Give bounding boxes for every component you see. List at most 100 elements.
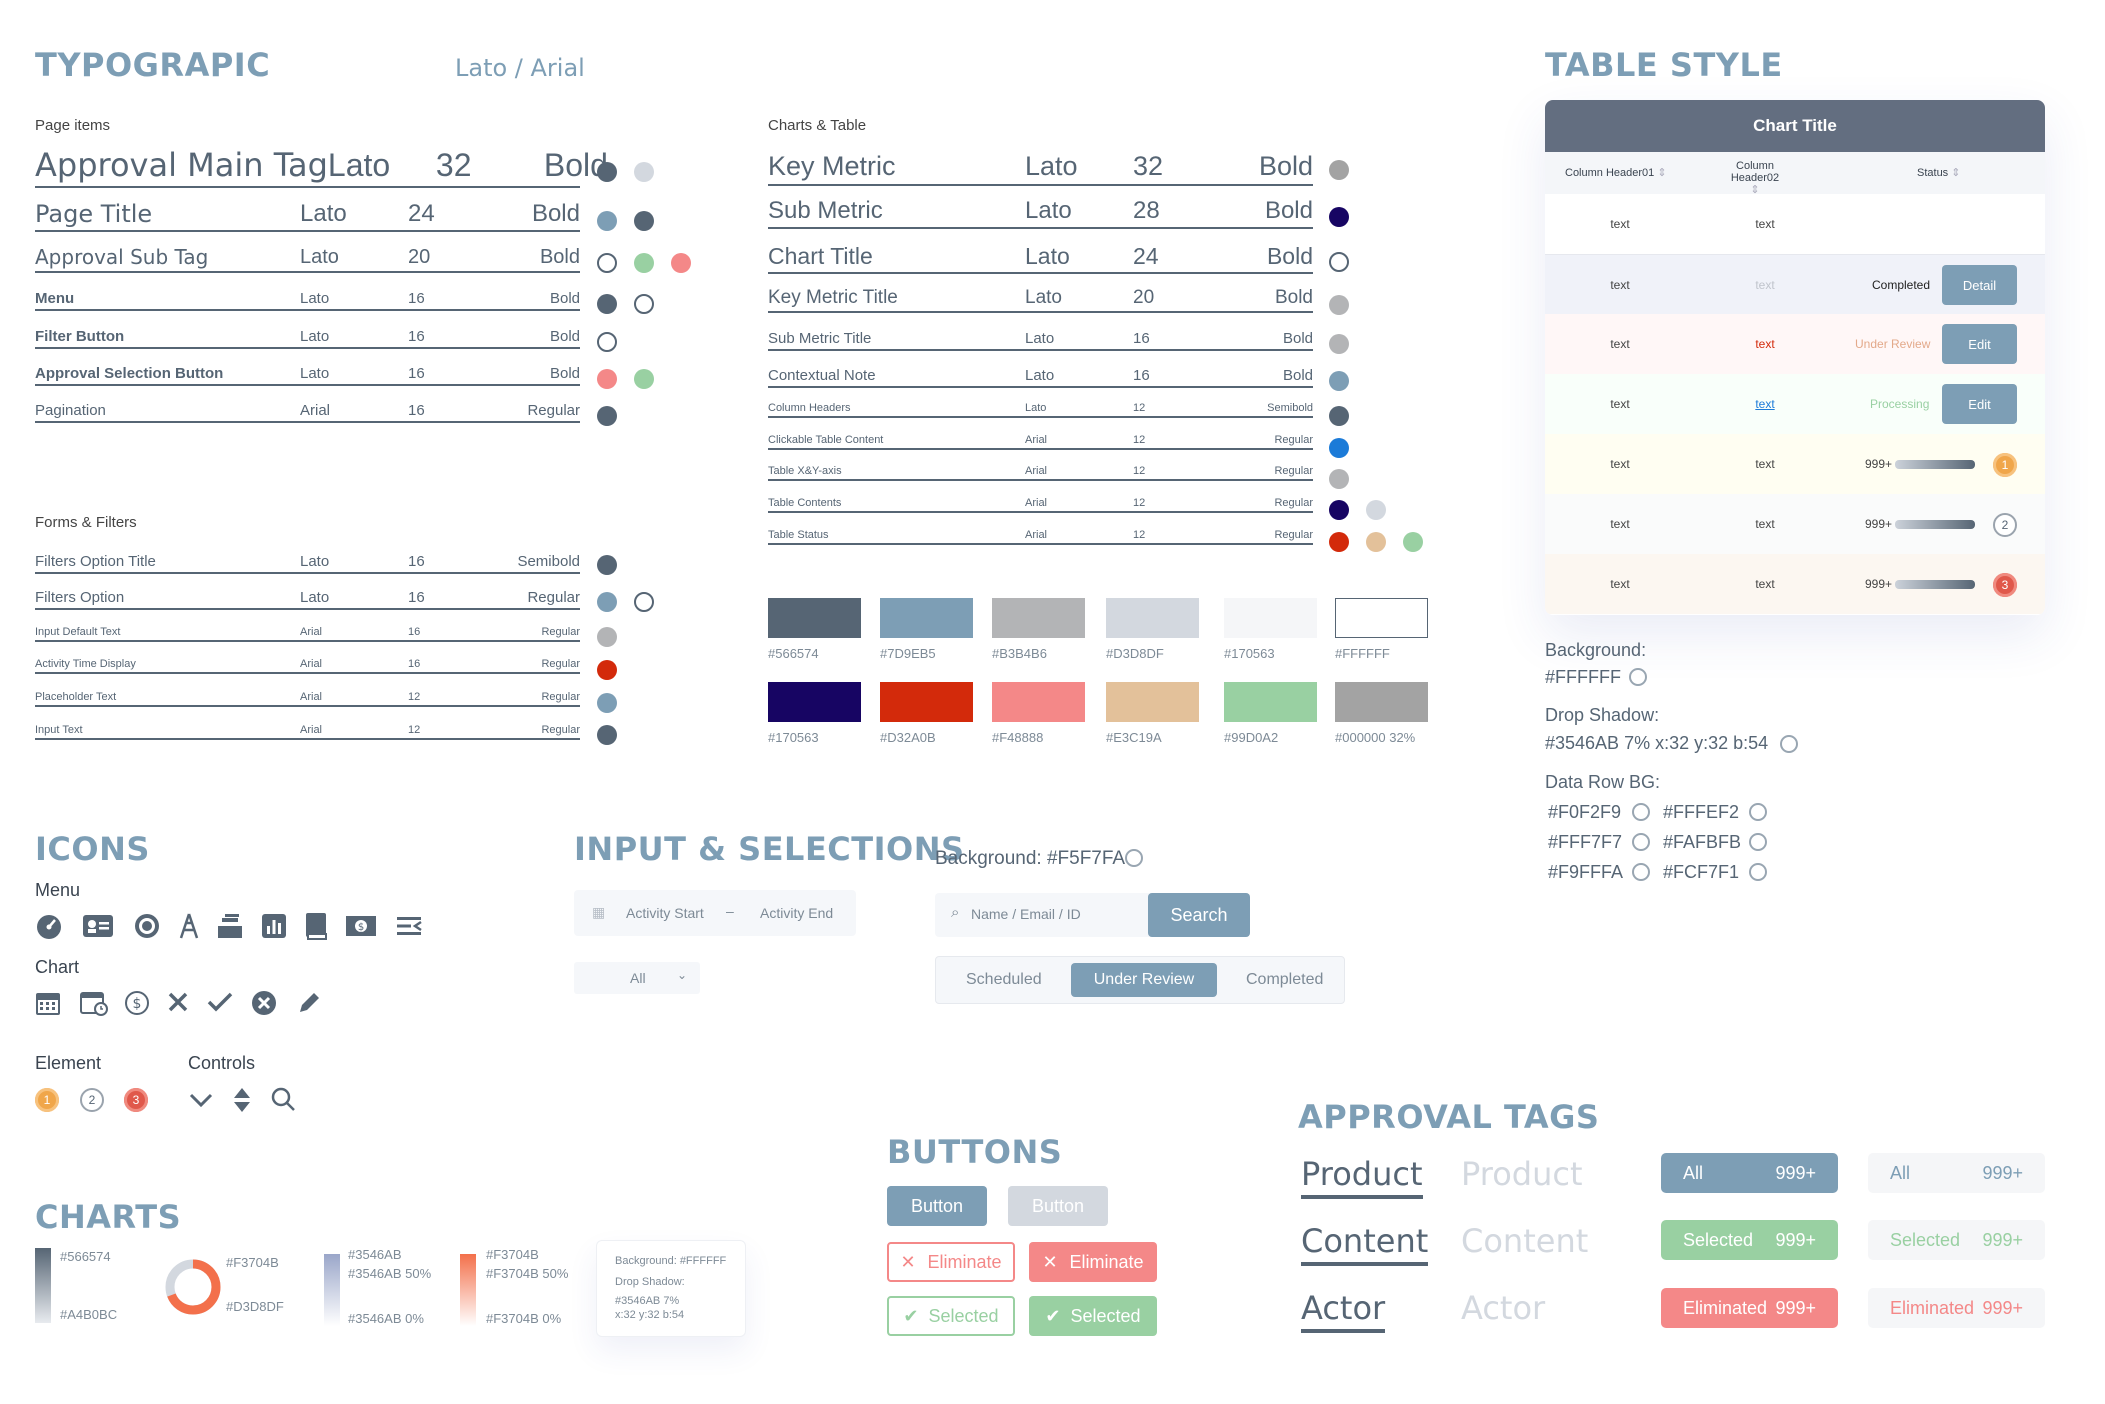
type-spec-row: Activity Time Display Arial 16 Regular (35, 652, 580, 674)
sort-icon[interactable] (232, 1086, 252, 1114)
bg-label: Background: (1545, 640, 1647, 660)
type-spec-row: Filters Option Title Lato 16 Semibold (35, 546, 580, 574)
selected-outline-button[interactable]: ✔ Selected (887, 1296, 1015, 1336)
input-bg-label: Background: #F5F7FA (935, 848, 1126, 869)
cancel-circle-icon[interactable] (251, 990, 277, 1016)
count-tag-selected[interactable]: Selected 999+ (1868, 1220, 2045, 1260)
count-tag-all[interactable]: All 999+ (1868, 1153, 2045, 1193)
count-tag-eliminated-active[interactable]: Eliminated 999+ (1661, 1288, 1838, 1328)
type-spec-font: Arial (1025, 465, 1048, 477)
check-icon[interactable] (206, 990, 234, 1014)
count-tag-eliminated[interactable]: Eliminated 999+ (1868, 1288, 2045, 1328)
search-input[interactable]: Name / Email / ID (971, 906, 1081, 922)
filter-select[interactable]: All ⌄ (574, 962, 700, 994)
type-spec-weight: Regular (541, 691, 580, 703)
type-spec-weight: Bold (549, 328, 580, 345)
tag-actor-active[interactable]: Actor (1301, 1289, 1386, 1333)
calendar-clock-icon[interactable] (80, 990, 108, 1016)
color-swatch (768, 598, 861, 638)
segment-under-review[interactable]: Under Review (1071, 963, 1217, 997)
calendar-icon: ▦ (592, 904, 606, 920)
bar-chart-icon[interactable] (261, 912, 287, 940)
type-spec-row: Pagination Arial 16 Regular (35, 397, 580, 423)
tag-product-active[interactable]: Product (1301, 1155, 1423, 1199)
column-header-2[interactable]: Column Header02 ⇕ (1730, 160, 1780, 196)
type-spec-size: 32 (1133, 151, 1164, 181)
edit-button[interactable]: Edit (1942, 384, 2017, 424)
type-spec-row: Table X&Y-axis Arial 12 Regular (768, 461, 1313, 481)
eliminate-filled-button[interactable]: ✕ Eliminate (1029, 1242, 1157, 1282)
edit-button[interactable]: Edit (1942, 324, 2017, 364)
selected-filled-button[interactable]: ✔ Selected (1029, 1296, 1157, 1336)
type-spec-size: 12 (1133, 529, 1146, 541)
bar-bottom-label: #A4B0BC (60, 1307, 118, 1322)
color-swatch-label: #170563 (1224, 646, 1275, 661)
type-spec-size: 16 (1133, 330, 1150, 347)
check-icon: ✔ (903, 1305, 919, 1326)
eliminate-outline-button[interactable]: ✕ Eliminate (887, 1242, 1015, 1282)
tag-content-inactive[interactable]: Content (1461, 1222, 1589, 1260)
forms-dot-6 (597, 725, 617, 745)
type-spec-weight: Bold (1282, 367, 1313, 384)
table-card: Chart Title Column Header01 ⇕ Column Hea… (1545, 100, 2045, 615)
type-spec-size: 16 (1133, 367, 1150, 384)
book-icon[interactable] (305, 912, 327, 940)
column-header-1[interactable]: Column Header01 ⇕ (1565, 167, 1667, 179)
search-button[interactable]: Search (1148, 893, 1250, 937)
type-spec-font: Arial (300, 724, 323, 736)
chart-dot-10 (1329, 500, 1386, 520)
color-swatch (1224, 682, 1317, 722)
type-spec-row: Input Default Text Arial 16 Regular (35, 620, 580, 642)
card-shadow-label: Drop Shadow: (615, 1276, 685, 1288)
type-spec-row: Chart Title Lato 24 Bold (768, 242, 1313, 274)
disabled-button[interactable]: Button (1008, 1186, 1108, 1226)
type-spec-font: Arial (1025, 434, 1048, 446)
type-spec-size: 16 (408, 290, 425, 307)
primary-button[interactable]: Button (887, 1186, 987, 1226)
calendar-icon[interactable] (35, 990, 61, 1016)
type-spec-weight: Regular (1274, 497, 1313, 509)
type-spec-name: Column Headers (768, 402, 851, 414)
tag-product-inactive[interactable]: Product (1461, 1155, 1583, 1193)
type-spec-weight: Regular (1274, 529, 1313, 541)
segment-completed[interactable]: Completed (1246, 971, 1324, 988)
row-bg-value: #FFF7F7 (1548, 832, 1623, 852)
hierarchy-icon[interactable] (177, 912, 201, 940)
color-swatch-label: #000000 32% (1335, 730, 1416, 745)
row-bg-value: #FCF7F1 (1663, 862, 1740, 882)
type-spec-name: Table Contents (768, 497, 842, 509)
tag-content-active[interactable]: Content (1301, 1222, 1429, 1266)
count-tag-all-active[interactable]: All 999+ (1661, 1153, 1838, 1193)
dollar-icon[interactable]: $ (124, 990, 150, 1016)
close-icon[interactable] (166, 990, 190, 1014)
dashboard-icon[interactable] (35, 912, 63, 940)
activity-end[interactable]: Activity End (760, 905, 834, 921)
chart-dot-7 (1329, 406, 1349, 426)
column-header-status[interactable]: Status ⇕ (1917, 167, 1961, 179)
inbox-icon[interactable] (216, 912, 244, 940)
segmented-control: Scheduled Under Review Completed (935, 956, 1345, 1004)
type-spec-name: Key Metric (768, 151, 896, 181)
money-icon[interactable]: $ (345, 914, 377, 938)
search-icon[interactable] (270, 1086, 296, 1114)
edit-icon[interactable] (296, 990, 322, 1016)
date-range-input[interactable]: ▦ Activity Start – Activity End (574, 890, 856, 936)
tag-actor-inactive[interactable]: Actor (1461, 1289, 1546, 1327)
type-spec-font: Arial (300, 658, 323, 670)
type-spec-name: Approval Main Tag (35, 146, 328, 184)
chart-dot-5 (1329, 334, 1349, 354)
clickable-text-link[interactable]: text (1755, 397, 1775, 411)
menu-collapse-icon[interactable] (395, 914, 423, 938)
count-tag-selected-active[interactable]: Selected 999+ (1661, 1220, 1838, 1260)
type-spec-name: Activity Time Display (35, 658, 136, 670)
segment-scheduled[interactable]: Scheduled (966, 971, 1042, 988)
detail-button[interactable]: Detail (1942, 265, 2017, 305)
fonts-label: Lato / Arial (455, 54, 585, 82)
activity-start[interactable]: Activity Start (626, 905, 704, 921)
id-card-icon[interactable] (82, 914, 114, 938)
type-spec-name: Sub Metric Title (768, 330, 872, 347)
target-icon[interactable] (133, 912, 161, 940)
chevron-down-icon[interactable] (188, 1090, 214, 1110)
type-spec-row: Sub Metric Title Lato 16 Bold (768, 325, 1313, 351)
color-swatch-label: #B3B4B6 (992, 646, 1047, 661)
